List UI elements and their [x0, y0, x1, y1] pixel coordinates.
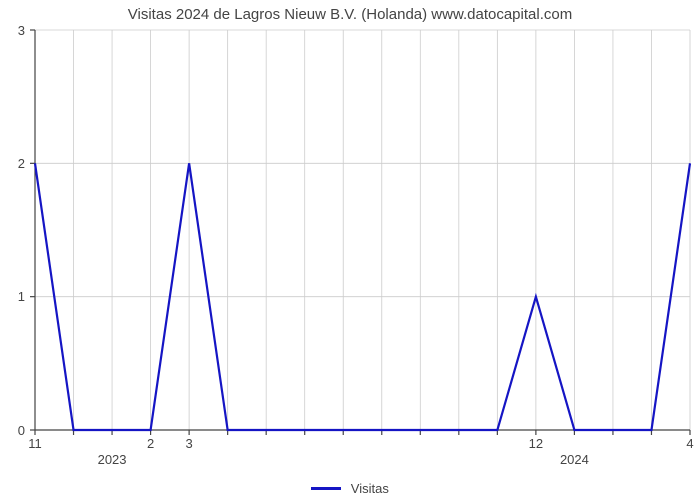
- y-tick-label: 0: [0, 423, 25, 438]
- chart-legend: Visitas: [0, 480, 700, 496]
- visits-line-chart: Visitas 2024 de Lagros Nieuw B.V. (Holan…: [0, 0, 700, 500]
- y-tick-label: 2: [0, 156, 25, 171]
- y-tick-label: 3: [0, 23, 25, 38]
- y-tick-label: 1: [0, 289, 25, 304]
- legend-swatch: [311, 487, 341, 490]
- x-tick-label: 12: [529, 436, 543, 451]
- legend-label: Visitas: [351, 481, 389, 496]
- x-tick-label: 4: [686, 436, 693, 451]
- x-tick-label: 3: [185, 436, 192, 451]
- x-year-label: 2024: [560, 452, 589, 467]
- x-tick-label: 2: [147, 436, 154, 451]
- chart-title: Visitas 2024 de Lagros Nieuw B.V. (Holan…: [0, 6, 700, 23]
- plot-area: [35, 30, 690, 430]
- x-year-label: 2023: [98, 452, 127, 467]
- x-tick-label: 11: [28, 436, 42, 451]
